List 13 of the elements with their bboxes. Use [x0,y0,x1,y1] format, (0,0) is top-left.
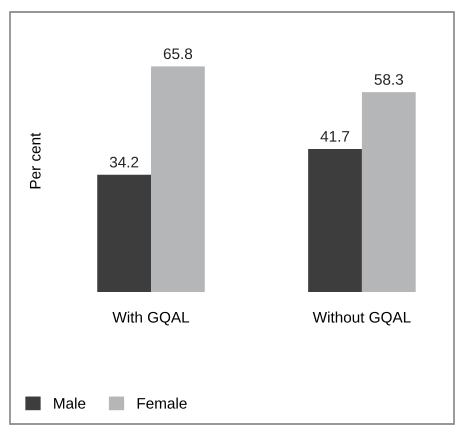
legend-label: Female [138,398,187,409]
bar [151,66,205,292]
bar [362,92,416,292]
data-label: 41.7 [320,131,350,142]
data-label: 58.3 [374,74,404,85]
bar [308,149,362,292]
data-label: 34.2 [110,156,138,168]
x-tick-label: With GQAL [112,311,190,326]
y-axis-title: Per cent [30,132,41,188]
x-tick-label: Without GQAL [312,311,411,326]
data-label: 65.8 [164,48,192,60]
bar [97,174,152,292]
legend-label: Male [54,398,86,409]
